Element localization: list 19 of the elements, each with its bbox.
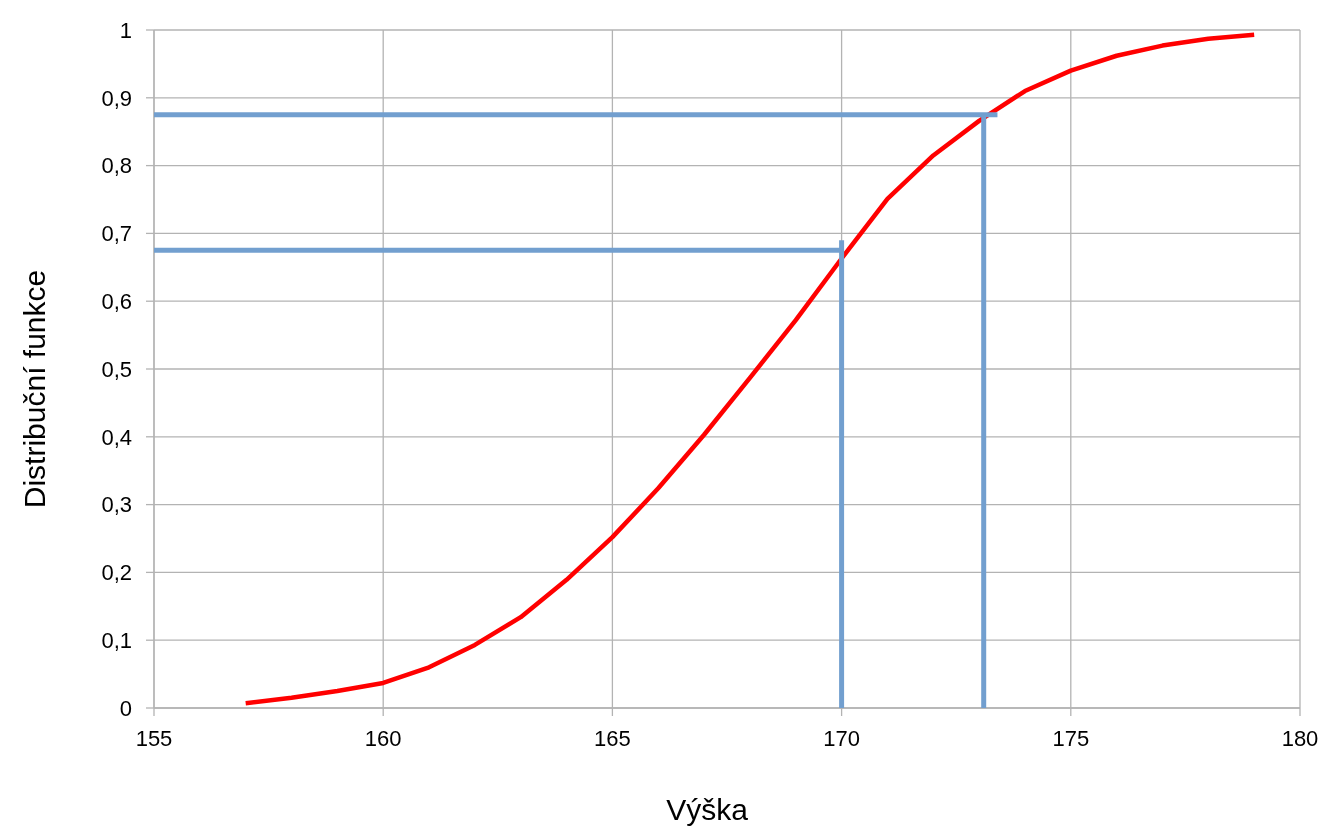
x-tick-label: 175: [1052, 726, 1090, 751]
y-tick-label: 0: [119, 695, 132, 721]
y-tick-label: 0,9: [101, 85, 132, 111]
y-tick-label: 0,7: [101, 221, 132, 247]
y-tick-label: 0,6: [101, 288, 132, 314]
y-tick-label: 0,4: [101, 424, 132, 450]
x-axis-title: Výška: [666, 793, 749, 826]
x-tick-label: 160: [364, 726, 402, 751]
x-tick-label: 170: [823, 726, 860, 751]
y-tick-label: 0,2: [101, 560, 132, 586]
y-axis-title: Distribuční funkce: [18, 269, 51, 509]
x-tick-label: 180: [1281, 726, 1319, 751]
x-tick-label: 165: [594, 726, 631, 751]
y-tick-label: 0,8: [101, 153, 132, 179]
y-tick-label: 0,5: [101, 356, 132, 382]
y-tick-label: 0,1: [101, 627, 132, 653]
y-tick-label: 0,3: [101, 492, 132, 518]
y-tick-label: 1: [119, 17, 132, 43]
x-tick-label: 155: [135, 726, 173, 751]
